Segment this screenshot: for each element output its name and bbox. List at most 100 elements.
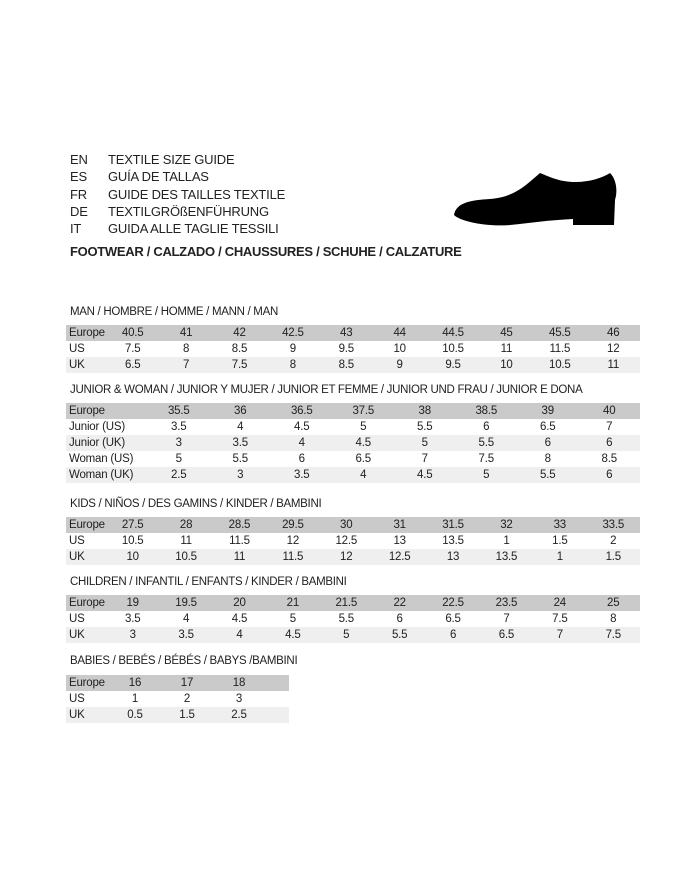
size-cell: 9 [266, 341, 320, 357]
size-cell: 37.5 [332, 403, 394, 419]
size-cell: 40.5 [106, 325, 160, 341]
row-label: Junior (US) [66, 419, 148, 435]
size-cell: 5 [455, 467, 517, 483]
language-title: GUIDE DES TAILLES TEXTILE [108, 186, 286, 202]
size-cell: 18 [213, 675, 265, 691]
size-cell: 11 [586, 357, 640, 373]
size-cell: 6 [517, 435, 579, 451]
table-row: Junior (US) 3.5 4 4.5 5 5.5 6 6.5 7 [66, 419, 640, 435]
size-cell: 6 [455, 419, 517, 435]
table-row: US 1 2 3 [66, 691, 289, 707]
size-cell: 9.5 [426, 357, 480, 373]
language-row-en: EN TEXTILE SIZE GUIDE [70, 151, 285, 168]
size-cell: 5.5 [319, 611, 373, 627]
table-header-row: Europe 19 19.5 20 21 21.5 22 22.5 23.5 24 25 [66, 595, 640, 611]
size-cell: 7.5 [106, 341, 160, 357]
row-label: Europe [66, 675, 109, 691]
row-label: Woman (US) [66, 451, 148, 467]
table-row: US 3.5 4 4.5 5 5.5 6 6.5 7 7.5 8 [66, 611, 640, 627]
size-cell: 5 [266, 611, 320, 627]
language-title: GUÍA DE TALLAS [108, 169, 209, 185]
size-cell: 31 [372, 517, 427, 533]
language-title: GUIDA ALLE TAGLIE TESSILI [108, 221, 279, 237]
language-row-fr: FR GUIDE DES TAILLES TEXTILE [70, 186, 285, 203]
table-row: UK 10 10.5 11 11.5 12 12.5 13 13.5 1 1.5 [66, 549, 640, 565]
table-header-row: Europe 27.5 28 28.5 29.5 30 31 31.5 32 33 33.5 [66, 517, 640, 533]
size-cell: 12 [586, 341, 640, 357]
size-table: Europe 16 17 18 US 1 2 3 UK 0.5 1.5 2.5 [66, 675, 289, 723]
language-list: EN TEXTILE SIZE GUIDE ES GUÍA DE TALLAS FR… [70, 151, 285, 237]
size-cell: 4.5 [266, 627, 320, 643]
size-cell: 7 [394, 451, 456, 467]
table-row: Woman (UK) 2.5 3 3.5 4 4.5 5 5.5 6 [66, 467, 640, 483]
size-cell: 7 [578, 419, 640, 435]
size-cell: 7 [159, 357, 213, 373]
size-cell: 3 [213, 691, 265, 707]
size-cell: 35.5 [148, 403, 210, 419]
size-cell: 7.5 [586, 627, 640, 643]
size-cell: 3 [148, 435, 210, 451]
size-cell: 8.5 [578, 451, 640, 467]
size-cell: 4.5 [394, 467, 456, 483]
size-cell: 6 [426, 627, 480, 643]
size-cell: 8.5 [319, 357, 373, 373]
size-cell: 5 [394, 435, 456, 451]
section-title: KIDS / NIÑOS / DES GAMINS / KINDER / BAM… [70, 498, 322, 510]
size-cell: 12 [319, 549, 373, 565]
size-cell: 4.5 [271, 419, 333, 435]
size-cell: 5 [148, 451, 210, 467]
size-cell: 21 [266, 595, 320, 611]
row-label: Europe [66, 403, 148, 419]
row-label: US [66, 691, 109, 707]
size-cell: 11 [159, 533, 213, 549]
table-row: UK 3 3.5 4 4.5 5 5.5 6 6.5 7 7.5 [66, 627, 640, 643]
size-cell: 4 [332, 467, 394, 483]
size-cell: 4.5 [212, 611, 267, 627]
size-cell: 38.5 [455, 403, 517, 419]
empty-cell [265, 675, 289, 691]
size-cell: 1.5 [161, 707, 213, 723]
language-code: FR [70, 186, 87, 202]
table-row: UK 6.5 7 7.5 8 8.5 9 9.5 10 10.5 11 [66, 357, 640, 373]
size-cell: 10.5 [426, 341, 480, 357]
size-cell: 19 [106, 595, 160, 611]
size-cell: 43 [319, 325, 373, 341]
section-title: CHILDREN / INFANTIL / ENFANTS / KINDER /… [70, 576, 347, 588]
table-row: US 7.5 8 8.5 9 9.5 10 10.5 11 11.5 12 [66, 341, 640, 357]
row-label: UK [66, 549, 106, 565]
size-cell: 2.5 [148, 467, 210, 483]
size-cell: 5.5 [209, 451, 271, 467]
size-cell: 10 [106, 549, 160, 565]
size-cell: 5 [319, 627, 373, 643]
size-cell: 22.5 [426, 595, 480, 611]
size-cell: 0.5 [109, 707, 161, 723]
table-header-row: Europe 16 17 18 [66, 675, 289, 691]
language-code: EN [70, 152, 88, 167]
language-title: TEXTILE SIZE GUIDE [108, 152, 235, 167]
size-cell: 13.5 [426, 533, 480, 549]
size-cell: 4 [212, 627, 267, 643]
size-cell: 6.5 [426, 611, 480, 627]
size-cell: 3.5 [271, 467, 333, 483]
row-label: UK [66, 627, 106, 643]
size-cell: 6.5 [479, 627, 534, 643]
shoe-icon [454, 173, 617, 226]
size-cell: 3.5 [209, 435, 271, 451]
section-title: BABIES / BEBÉS / BÉBÉS / BABYS /BAMBINI [70, 655, 298, 667]
size-cell: 6.5 [517, 419, 579, 435]
size-cell: 13.5 [479, 549, 534, 565]
size-cell: 25 [586, 595, 640, 611]
size-cell: 12 [266, 533, 320, 549]
row-label: UK [66, 707, 109, 723]
size-cell: 36 [209, 403, 271, 419]
size-cell: 27.5 [106, 517, 160, 533]
row-label: Europe [66, 325, 106, 341]
size-cell: 17 [161, 675, 213, 691]
size-cell: 30 [319, 517, 373, 533]
size-cell: 10 [479, 357, 534, 373]
size-cell: 3 [106, 627, 160, 643]
size-cell: 13 [372, 533, 427, 549]
language-code: ES [70, 169, 87, 185]
row-label: Europe [66, 517, 106, 533]
size-cell: 3 [209, 467, 271, 483]
